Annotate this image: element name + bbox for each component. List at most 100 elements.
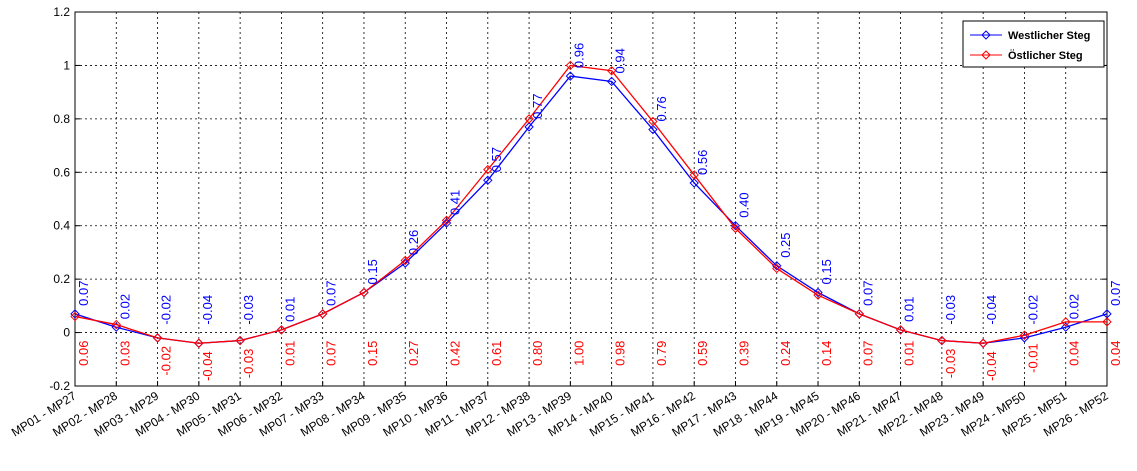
- legend-label-oestlicher-steg: Östlicher Steg: [1008, 49, 1083, 62]
- data-point-marker: [1061, 322, 1071, 332]
- plot-area: [74, 11, 1108, 387]
- data-label-oestlicher: 0.07: [860, 341, 875, 366]
- data-label-westlicher: 0.25: [778, 232, 793, 257]
- data-point-marker: [813, 290, 823, 300]
- data-label-westlicher: -0.03: [241, 295, 256, 325]
- data-label-westlicher: 0.02: [117, 294, 132, 319]
- data-label-oestlicher: -0.04: [984, 351, 999, 381]
- data-point-marker: [194, 338, 204, 348]
- data-label-oestlicher: 0.42: [448, 341, 463, 366]
- data-label-oestlicher: 0.98: [613, 341, 628, 366]
- data-label-westlicher: 0.07: [1108, 281, 1123, 306]
- data-label-oestlicher: 0.06: [76, 341, 91, 366]
- data-label-oestlicher: -0.01: [1025, 343, 1040, 373]
- legend-entry-westlicher-steg: Westlicher Steg: [970, 30, 1090, 42]
- legend-entry-oestlicher-steg: Östlicher Steg: [970, 49, 1083, 62]
- data-label-westlicher: -0.02: [1025, 295, 1040, 325]
- diamond-marker-icon: [981, 50, 991, 60]
- data-point-marker: [689, 170, 699, 180]
- data-point-marker: [937, 335, 947, 346]
- data-point-marker: [772, 261, 782, 271]
- y-tick-label: 1.2: [53, 5, 70, 19]
- data-point-marker: [565, 60, 576, 71]
- data-point-marker: [772, 263, 782, 274]
- data-point-marker: [483, 175, 493, 186]
- data-point-marker: [648, 116, 658, 127]
- data-point-marker: [70, 309, 80, 319]
- data-point-marker: [111, 319, 121, 330]
- data-label-westlicher: 0.02: [1067, 294, 1082, 319]
- data-point-marker: [524, 114, 534, 124]
- data-label-westlicher: 0.57: [489, 147, 504, 172]
- data-point-marker: [606, 76, 617, 87]
- series-line-1: [74, 64, 1107, 344]
- legend-label-westlicher-steg: Westlicher Steg: [1008, 30, 1090, 42]
- data-label-westlicher: -0.02: [159, 295, 174, 325]
- data-label-westlicher: 0.40: [736, 192, 751, 217]
- legend: Westlicher Steg Östlicher Steg: [962, 20, 1105, 68]
- data-label-oestlicher: 0.24: [778, 341, 793, 366]
- data-point-marker: [813, 287, 823, 298]
- data-label-oestlicher: 0.04: [1108, 341, 1123, 366]
- y-tick-label: 0.4: [53, 219, 70, 233]
- data-label-oestlicher: 0.39: [736, 341, 751, 366]
- data-label-oestlicher: -0.03: [241, 349, 256, 379]
- diamond-marker-icon: [981, 30, 991, 40]
- data-label-oestlicher: 0.07: [324, 341, 339, 366]
- data-label-oestlicher: 1.00: [571, 341, 586, 366]
- data-label-westlicher: 0.01: [902, 297, 917, 322]
- y-tick-label: 0.2: [53, 272, 70, 286]
- data-label-oestlicher: -0.04: [200, 351, 215, 381]
- data-point-marker: [524, 122, 534, 132]
- data-point-marker: [483, 164, 493, 175]
- data-point-marker: [152, 333, 163, 343]
- data-point-marker: [854, 309, 865, 319]
- data-label-oestlicher: 0.79: [654, 341, 669, 366]
- data-point-marker: [978, 338, 988, 348]
- data-label-westlicher: -0.04: [984, 295, 999, 325]
- data-point-marker: [648, 124, 658, 135]
- data-label-westlicher: 0.77: [530, 94, 545, 119]
- data-labels: 0.07 0.02 -0.02 -0.04 -0.03 0.01 0.07 0.15 0.26 0…: [76, 43, 1123, 381]
- data-label-oestlicher: 0.03: [117, 341, 132, 366]
- data-label-oestlicher: 0.15: [365, 341, 380, 366]
- data-label-westlicher: 0.41: [448, 190, 463, 215]
- legend-box: [962, 20, 1105, 68]
- data-label-westlicher: 0.76: [654, 96, 669, 121]
- y-axis: -0.2 0 0.2 0.4 0.6 0.8 1 1.2: [49, 5, 1107, 393]
- data-label-oestlicher: 0.27: [406, 341, 421, 366]
- data-point-marker: [1102, 317, 1112, 327]
- data-label-westlicher: 0.15: [819, 259, 834, 284]
- data-label-westlicher: -0.04: [200, 295, 215, 325]
- data-point-marker: [317, 309, 328, 319]
- data-label-oestlicher: -0.02: [159, 346, 174, 376]
- data-point-marker: [1019, 330, 1030, 340]
- data-label-oestlicher: 0.59: [695, 341, 710, 366]
- data-label-westlicher: 0.94: [613, 48, 628, 73]
- data-point-marker: [70, 311, 80, 322]
- data-point-marker: [895, 325, 906, 335]
- data-point-marker: [235, 335, 245, 346]
- data-label-westlicher: -0.03: [943, 295, 958, 325]
- y-tick-label: 0.6: [53, 165, 70, 179]
- data-label-westlicher: 0.01: [282, 297, 297, 322]
- data-label-westlicher: 0.07: [860, 281, 875, 306]
- data-point-marker: [276, 325, 287, 335]
- data-point-marker: [400, 255, 410, 266]
- y-tick-label: 0.8: [53, 112, 70, 126]
- data-label-westlicher: 0.07: [324, 281, 339, 306]
- data-label-oestlicher: 0.04: [1067, 341, 1082, 366]
- data-point-marker: [606, 66, 617, 76]
- data-point-marker: [689, 178, 699, 188]
- data-label-oestlicher: 0.80: [530, 341, 545, 366]
- data-point-marker: [441, 215, 452, 226]
- data-point-marker: [565, 71, 576, 81]
- data-point-marker: [359, 287, 369, 298]
- data-label-westlicher: 0.26: [406, 230, 421, 255]
- data-label-oestlicher: 0.01: [902, 341, 917, 366]
- y-tick-label: -0.2: [49, 379, 70, 393]
- data-label-westlicher: 0.07: [76, 281, 91, 306]
- data-label-westlicher: 0.96: [571, 43, 586, 68]
